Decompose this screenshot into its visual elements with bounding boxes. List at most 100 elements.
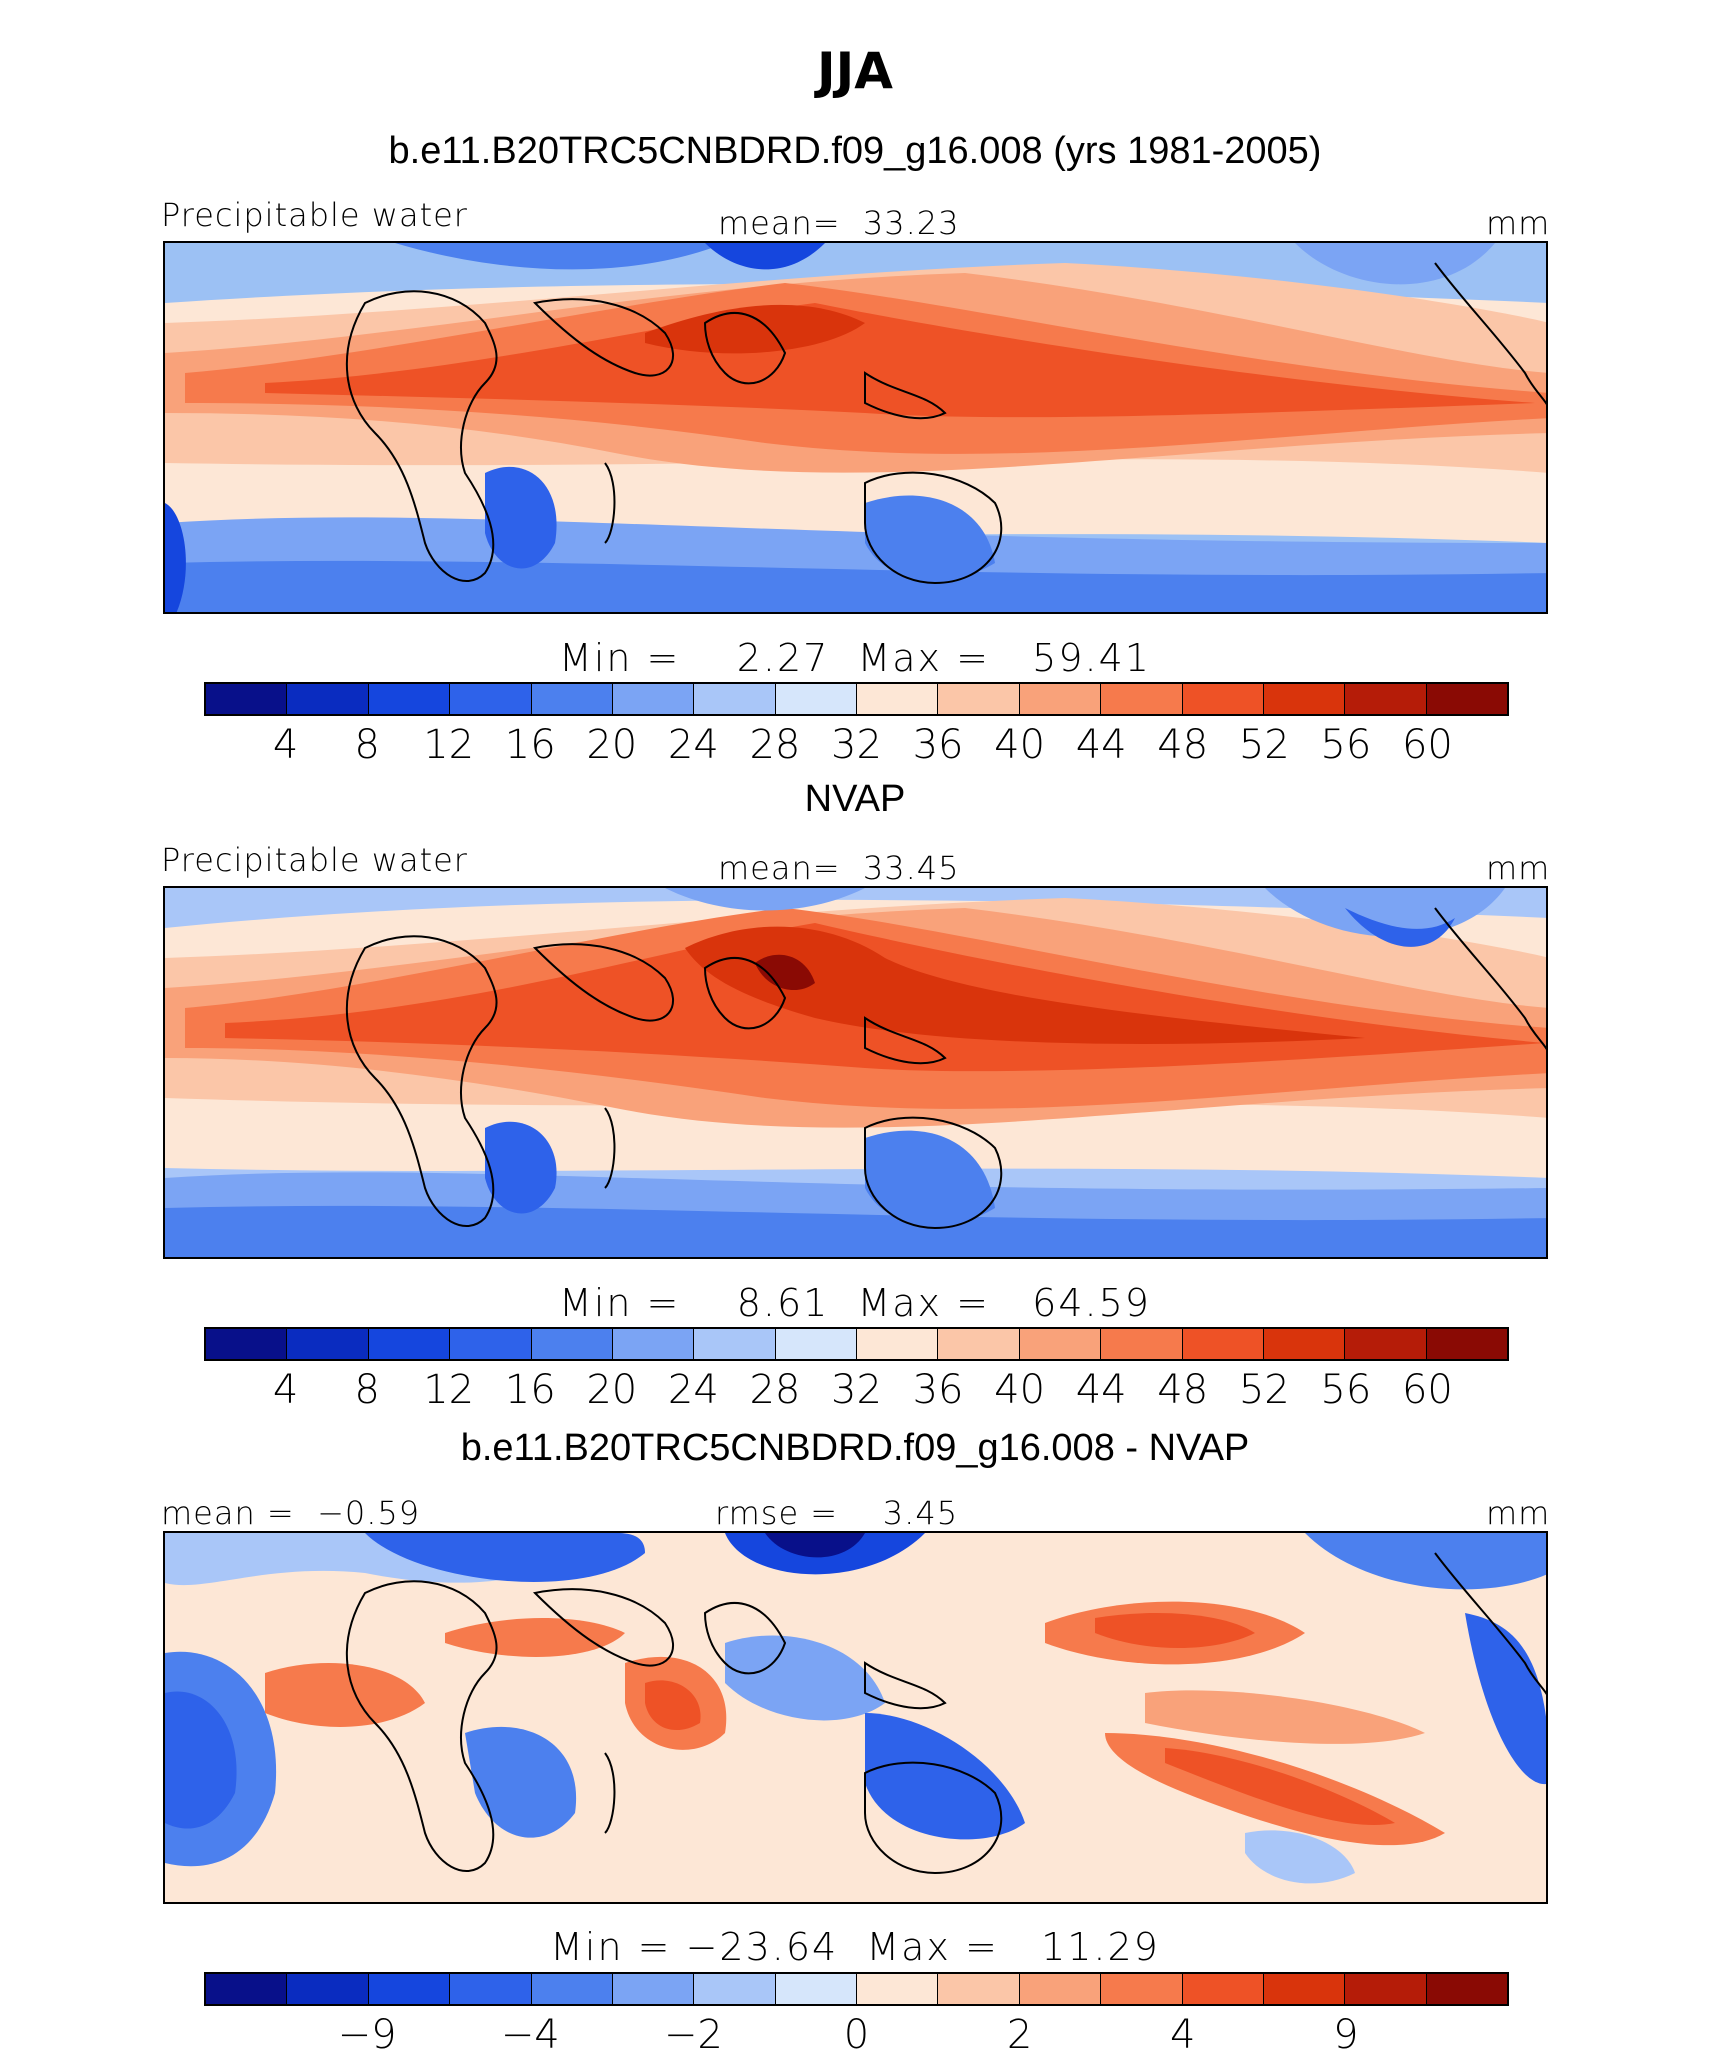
panel-3-rmse-label: rmse = 3.45 — [715, 1494, 959, 1532]
colorbar-swatch — [775, 1329, 857, 1359]
panel-3-map — [163, 1531, 1548, 1904]
colorbar-tick-label: 4 — [272, 1367, 299, 1413]
colorbar-tick-label: 56 — [1320, 722, 1372, 768]
colorbar-tick-label: 2 — [1006, 2012, 1033, 2058]
colorbar-tick-label: 8 — [354, 722, 380, 768]
colorbar-swatch — [1101, 1329, 1183, 1359]
colorbar-swatch — [1182, 1329, 1264, 1359]
colorbar-swatch — [1345, 1329, 1427, 1359]
colorbar-swatch — [287, 684, 369, 714]
colorbar-tick-label: 56 — [1320, 1367, 1372, 1413]
panel-1-title: b.e11.B20TRC5CNBDRD.f09_g16.008 (yrs 198… — [388, 130, 1322, 172]
colorbar-tick-label: 4 — [1170, 2012, 1196, 2058]
colorbar-tick-label: 60 — [1401, 722, 1453, 768]
panel-1-mean-label: mean= 33.23 — [718, 204, 960, 242]
colorbar-tick-label: 24 — [667, 1367, 719, 1413]
panel-1-units-label: mm — [1486, 204, 1551, 242]
colorbar-tick-label: 52 — [1238, 1367, 1290, 1413]
colorbar-swatch — [612, 1974, 695, 2004]
panel-2-title: NVAP — [804, 778, 906, 820]
colorbar-swatch — [775, 684, 857, 714]
panel-2-map — [163, 886, 1548, 1259]
colorbar-swatch — [1182, 1974, 1264, 2004]
colorbar-swatch — [1426, 1329, 1507, 1359]
panel-2-variable-label: Precipitable water — [161, 841, 468, 879]
colorbar-swatch — [1263, 684, 1346, 714]
colorbar-swatch — [612, 1329, 695, 1359]
colorbar-tick-label: 48 — [1157, 722, 1209, 768]
colorbar-swatch — [368, 1974, 451, 2004]
colorbar-tick-label: 20 — [586, 722, 638, 768]
colorbar-swatch — [368, 684, 451, 714]
colorbar-tick-label: 40 — [994, 1367, 1046, 1413]
colorbar-tick-label: 28 — [749, 1367, 801, 1413]
panel-2-colorbar-labels: 4 8 12 16 20 24 28 32 36 40 44 48 52 56 60 — [204, 1367, 1509, 1413]
colorbar-swatch — [938, 1974, 1020, 2004]
colorbar-swatch — [1182, 684, 1264, 714]
colorbar-tick-label: 60 — [1401, 1367, 1453, 1413]
colorbar-swatch — [938, 1329, 1020, 1359]
colorbar-swatch — [694, 1974, 776, 2004]
panel-1-variable-label: Precipitable water — [161, 196, 468, 234]
panel-3-mean-label: mean = −0.59 — [161, 1494, 421, 1532]
colorbar-swatch — [450, 1974, 532, 2004]
colorbar-swatch — [1426, 684, 1507, 714]
colorbar-swatch — [450, 684, 532, 714]
colorbar-tick-label: −4 — [500, 2012, 560, 2058]
colorbar-tick-label: 24 — [667, 722, 719, 768]
colorbar-tick-label: 36 — [912, 722, 964, 768]
colorbar-tick-label: 28 — [749, 722, 801, 768]
panel-3-title: b.e11.B20TRC5CNBDRD.f09_g16.008 - NVAP — [460, 1427, 1250, 1469]
colorbar-tick-label: 44 — [1075, 722, 1127, 768]
panel-2-units-label: mm — [1486, 849, 1551, 887]
colorbar-swatch — [1263, 1974, 1346, 2004]
colorbar-swatch — [775, 1974, 857, 2004]
panel-1-min-max: Min = 2.27 Max = 59.41 — [559, 636, 1151, 680]
panel-2-min-max: Min = 8.61 Max = 64.59 — [559, 1281, 1151, 1325]
colorbar-tick-label: 40 — [994, 722, 1046, 768]
panel-2-mean-label: mean= 33.45 — [718, 849, 960, 887]
colorbar-tick-label: −9 — [337, 2012, 397, 2058]
colorbar-swatch — [206, 1974, 288, 2004]
colorbar-swatch — [206, 684, 288, 714]
colorbar-tick-label: 36 — [912, 1367, 964, 1413]
colorbar-tick-label: 52 — [1238, 722, 1290, 768]
colorbar-tick-label: −2 — [663, 2012, 723, 2058]
colorbar-swatch — [1345, 1974, 1427, 2004]
colorbar-swatch — [857, 1974, 939, 2004]
colorbar-swatch — [694, 1329, 776, 1359]
colorbar-swatch — [206, 1329, 288, 1359]
colorbar-tick-label: 8 — [354, 1367, 380, 1413]
panel-1-map — [163, 241, 1548, 614]
colorbar-tick-label: 0 — [843, 2012, 870, 2058]
panel-1-colorbar-labels: 4 8 12 16 20 24 28 32 36 40 44 48 52 56 60 — [204, 722, 1509, 768]
colorbar-swatch — [450, 1329, 532, 1359]
colorbar-swatch — [1019, 1974, 1102, 2004]
panel-3-units-label: mm — [1486, 1494, 1551, 1532]
colorbar-swatch — [612, 684, 695, 714]
panel-3-min-max: Min = −23.64 Max = 11.29 — [550, 1925, 1160, 1969]
colorbar-swatch — [1101, 684, 1183, 714]
colorbar-tick-label: 12 — [423, 1367, 475, 1413]
colorbar-swatch — [1019, 1329, 1102, 1359]
colorbar-tick-label: 48 — [1157, 1367, 1209, 1413]
colorbar-swatch — [938, 684, 1020, 714]
colorbar-swatch — [1263, 1329, 1346, 1359]
colorbar-swatch — [287, 1329, 369, 1359]
colorbar-swatch — [1101, 1974, 1183, 2004]
colorbar-swatch — [857, 684, 939, 714]
colorbar-swatch — [1019, 684, 1102, 714]
colorbar-tick-label: 20 — [586, 1367, 638, 1413]
panel-1-colorbar — [204, 682, 1509, 716]
colorbar-tick-label: 9 — [1333, 2012, 1359, 2058]
colorbar-swatch — [694, 684, 776, 714]
colorbar-tick-label: 16 — [504, 1367, 556, 1413]
colorbar-swatch — [368, 1329, 451, 1359]
colorbar-swatch — [857, 1329, 939, 1359]
colorbar-tick-label: 32 — [831, 722, 882, 768]
colorbar-tick-label: 32 — [831, 1367, 882, 1413]
colorbar-tick-label: 12 — [423, 722, 475, 768]
colorbar-tick-label: 16 — [504, 722, 556, 768]
colorbar-swatch — [531, 684, 613, 714]
colorbar-swatch — [287, 1974, 369, 2004]
